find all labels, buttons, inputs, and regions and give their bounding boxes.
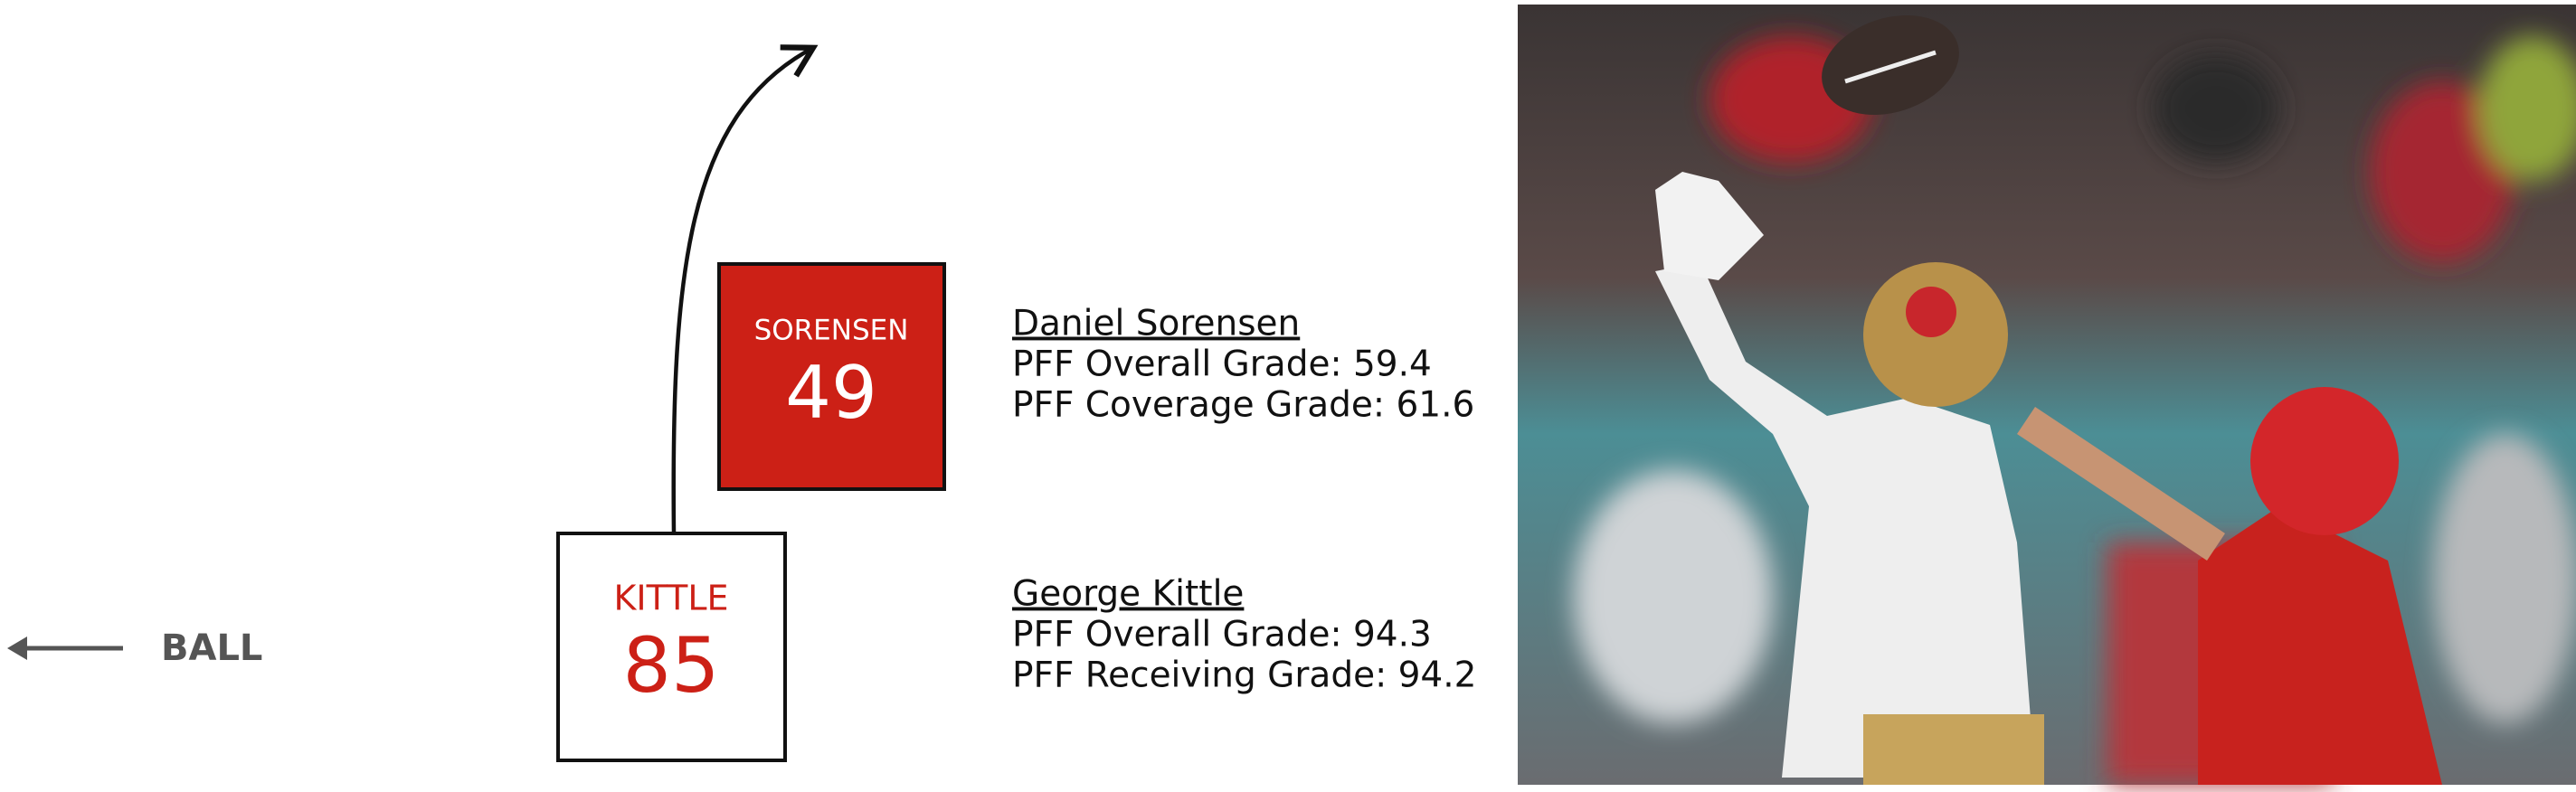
player-name: George Kittle (1012, 574, 1244, 615)
ball-arrowhead (7, 636, 27, 660)
photo (1518, 5, 2576, 785)
grade: PFF Receiving Grade: 94.2 (1012, 655, 1476, 696)
route-arrow (671, 44, 819, 534)
player-name: Daniel Sorensen (1012, 304, 1300, 344)
grade: PFF Overall Grade: 94.3 (1012, 615, 1432, 655)
defender-number: 49 (785, 351, 877, 435)
ball-label: BALL (161, 627, 262, 669)
grade: PFF Coverage Grade: 61.6 (1012, 385, 1474, 426)
grade: PFF Overall Grade: 59.4 (1012, 344, 1432, 385)
receiver-box (556, 532, 787, 762)
receiver-label: KITTLE (613, 579, 728, 618)
receiver-number: 85 (623, 621, 720, 710)
defender-box (717, 262, 946, 491)
defender-label: SORENSEN (754, 315, 909, 347)
